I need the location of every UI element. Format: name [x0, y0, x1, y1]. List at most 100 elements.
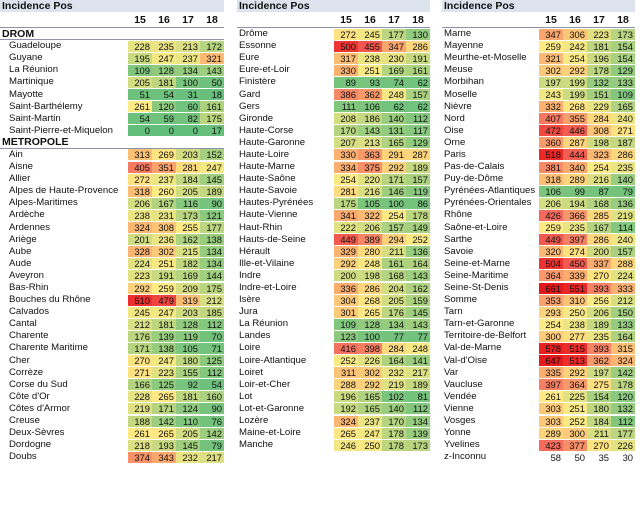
table-row: Ille-et-Vilaine 292 248 161 164	[237, 258, 430, 270]
year-header: 15	[340, 14, 352, 26]
incidence-value: 105	[358, 197, 382, 209]
incidence-value: 277	[563, 330, 587, 342]
department-name: Haute-Garonne	[239, 136, 306, 148]
incidence-value: 318	[539, 173, 563, 185]
incidence-value: 254	[539, 318, 563, 330]
incidence-value: 320	[539, 246, 563, 258]
table-row: Lot 196 165 102 81	[237, 391, 430, 403]
incidence-value: 323	[587, 149, 611, 161]
incidence-value: 334	[334, 161, 358, 173]
incidence-value: 138	[152, 342, 176, 354]
incidence-value: 353	[539, 294, 563, 306]
incidence-value: 324	[128, 222, 152, 234]
table-row: Creuse 188 142 110 76	[0, 415, 224, 427]
department-name: Finistère	[239, 76, 276, 88]
incidence-value: 77	[382, 330, 406, 342]
incidence-value: 100	[176, 76, 200, 88]
incidence-value: 54	[152, 89, 176, 101]
incidence-value: 177	[382, 28, 406, 40]
incidence-value: 173	[176, 209, 200, 221]
table-row: Aube 328 302 215 134	[0, 246, 224, 258]
incidence-value: 426	[539, 209, 563, 221]
table-row: Guadeloupe 228 235 213 172	[0, 40, 224, 52]
incidence-value: 206	[539, 197, 563, 209]
incidence-value: 165	[358, 391, 382, 403]
section-label: METROPOLE	[2, 136, 69, 149]
incidence-value: 189	[406, 161, 430, 173]
incidence-value: 251	[563, 403, 587, 415]
year-header: 18	[412, 14, 424, 26]
incidence-value: 446	[563, 125, 587, 137]
table-row: Haute-Loire 330 363 291 287	[237, 149, 430, 161]
incidence-value: 280	[358, 246, 382, 258]
incidence-value: 173	[406, 439, 430, 451]
department-name: Orne	[444, 136, 466, 148]
incidence-value: 315	[611, 342, 635, 354]
incidence-value: 0	[152, 125, 176, 137]
incidence-value: 62	[406, 76, 430, 88]
incidence-value: 165	[611, 101, 635, 113]
incidence-value: 286	[406, 40, 430, 52]
department-name: Bas-Rhin	[9, 282, 49, 294]
incidence-value: 180	[587, 403, 611, 415]
incidence-value: 106	[539, 185, 563, 197]
incidence-value: 204	[382, 282, 406, 294]
incidence-value: 112	[406, 113, 430, 125]
table-row: Paris 518 444 323 286	[442, 149, 635, 161]
incidence-value: 302	[539, 64, 563, 76]
incidence-value: 211	[382, 246, 406, 258]
department-name: Aude	[9, 257, 32, 269]
incidence-value: 143	[358, 125, 382, 137]
incidence-value: 133	[611, 76, 635, 88]
incidence-value: 134	[406, 415, 430, 427]
incidence-value: 243	[539, 89, 563, 101]
department-name: Pas-de-Calais	[444, 161, 505, 173]
incidence-value: 333	[611, 282, 635, 294]
table-row: Pyrénées-Atlantiques 106 99 87 79	[442, 185, 635, 197]
incidence-value: 265	[358, 306, 382, 318]
table-row: Marne 347 306 223 173	[442, 28, 635, 40]
table-row: Cantal 212 181 128 112	[0, 318, 224, 330]
incidence-value: 235	[563, 222, 587, 234]
incidence-value: 191	[152, 270, 176, 282]
year-header-row: 15 16 17 18	[0, 12, 224, 28]
incidence-value: 175	[334, 197, 358, 209]
department-name: Haut-Rhin	[239, 221, 283, 233]
incidence-value: 274	[563, 246, 587, 258]
table-row: Gironde 208 186 140 112	[237, 113, 430, 125]
table-row: Maine-et-Loire 265 247 178 139	[237, 427, 430, 439]
table-row: Var 335 292 197 142	[442, 367, 635, 379]
department-name: Jura	[239, 306, 258, 318]
department-name: Charente	[9, 330, 49, 342]
incidence-value: 140	[382, 113, 406, 125]
incidence-value: 240	[611, 113, 635, 125]
incidence-value: 212	[611, 294, 635, 306]
incidence-value: 157	[382, 222, 406, 234]
incidence-value: 136	[406, 246, 430, 258]
department-name: Saône-et-Loire	[444, 221, 508, 233]
incidence-value: 50	[200, 76, 224, 88]
department-name: Gard	[239, 88, 261, 100]
incidence-value: 154	[587, 391, 611, 403]
table-row: Ardennes 324 308 255 177	[0, 222, 224, 234]
incidence-value: 150	[611, 306, 635, 318]
incidence-value: 336	[334, 282, 358, 294]
table-row: Mayotte 51 54 31 18	[0, 88, 224, 101]
year-header: 18	[206, 14, 218, 26]
incidence-value: 184	[176, 173, 200, 185]
incidence-value: 250	[358, 439, 382, 451]
table-row: Alpes-Maritimes 206 167 116 90	[0, 197, 224, 209]
incidence-value: 54	[128, 113, 152, 125]
department-name: Tarn-et-Garonne	[444, 318, 515, 330]
incidence-value: 375	[358, 161, 382, 173]
incidence-value: 124	[176, 403, 200, 415]
table-row: Corse du Sud 166 125 92 54	[0, 379, 224, 391]
incidence-value: 289	[563, 173, 587, 185]
incidence-value: 223	[152, 367, 176, 379]
incidence-value: 254	[587, 161, 611, 173]
incidence-value: 217	[406, 367, 430, 379]
incidence-value: 270	[128, 355, 152, 367]
incidence-value: 77	[406, 330, 430, 342]
incidence-value: 302	[152, 246, 176, 258]
incidence-value: 355	[563, 113, 587, 125]
